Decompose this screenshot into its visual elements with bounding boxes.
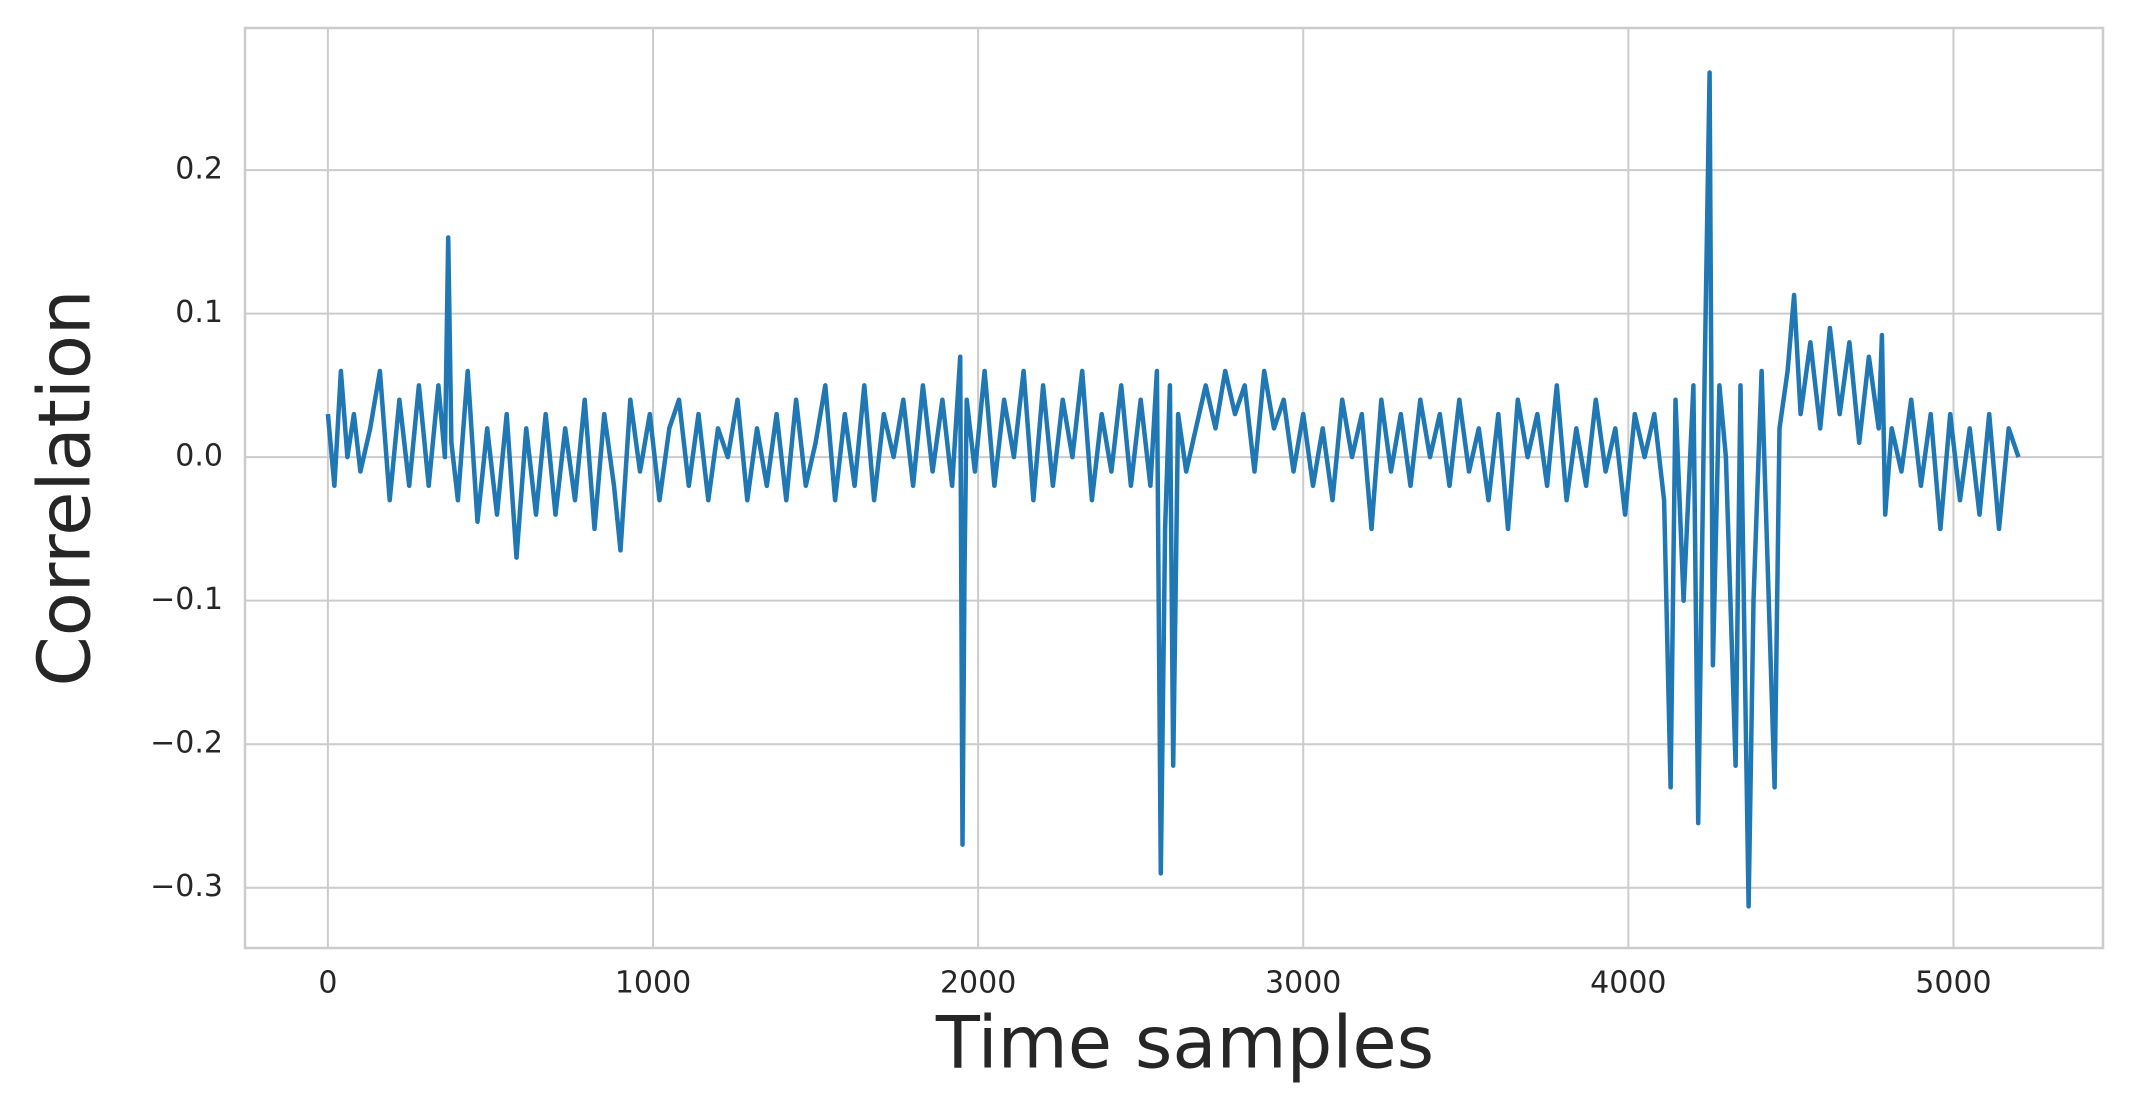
x-tick-label: 1000 (615, 966, 691, 1001)
x-tick-label: 3000 (1265, 966, 1341, 1001)
x-tick-label: 2000 (940, 966, 1016, 1001)
y-tick-label: −0.2 (150, 726, 223, 761)
plot-frame (243, 26, 2105, 950)
x-tick-label: 0 (318, 966, 337, 1001)
x-tick-label: 5000 (1915, 966, 1991, 1001)
y-tick-label: 0.1 (175, 295, 223, 330)
y-tick-label: −0.3 (150, 869, 223, 904)
y-tick-label: 0.2 (175, 152, 223, 187)
y-axis-label: Correlation (23, 289, 107, 686)
y-tick-label: −0.1 (150, 582, 223, 617)
data-line (325, 70, 2021, 909)
y-tick-label: 0.0 (175, 439, 223, 474)
x-tick-label: 4000 (1590, 966, 1666, 1001)
x-axis-label: Time samples (935, 1001, 1434, 1085)
